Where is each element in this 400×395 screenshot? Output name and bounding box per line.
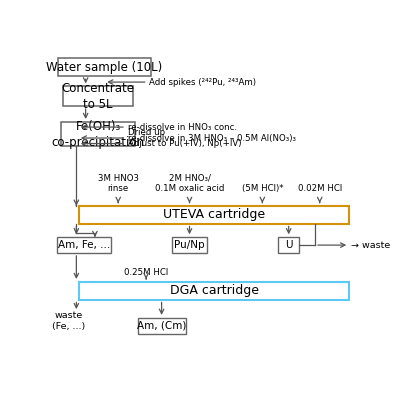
Text: UTEVA cartridge: UTEVA cartridge: [163, 208, 265, 221]
FancyBboxPatch shape: [61, 122, 135, 146]
Text: waste
(Fe, ...): waste (Fe, ...): [52, 311, 85, 331]
Text: 2M HNO₃/
0.1M oxalic acid: 2M HNO₃/ 0.1M oxalic acid: [155, 174, 224, 194]
Text: Water sample (10L): Water sample (10L): [46, 61, 162, 74]
FancyBboxPatch shape: [57, 237, 111, 253]
Text: 3M HNO3
rinse: 3M HNO3 rinse: [98, 174, 139, 194]
FancyBboxPatch shape: [80, 206, 349, 224]
FancyBboxPatch shape: [63, 86, 133, 106]
FancyBboxPatch shape: [80, 282, 349, 299]
Text: U: U: [285, 240, 292, 250]
Text: Pu/Np: Pu/Np: [174, 240, 205, 250]
Text: 0.25M HCl: 0.25M HCl: [124, 268, 168, 277]
FancyBboxPatch shape: [58, 58, 151, 76]
Text: 0.02M HCl: 0.02M HCl: [298, 184, 342, 194]
Text: Am, (Cm): Am, (Cm): [137, 321, 186, 331]
Text: re-dissolve in HNO₃ conc.: re-dissolve in HNO₃ conc.: [128, 122, 236, 132]
Text: Am, Fe, ...: Am, Fe, ...: [58, 240, 110, 250]
FancyBboxPatch shape: [172, 237, 207, 253]
Text: → waste: → waste: [351, 241, 390, 250]
Text: re-dissolve in 3M HNO₃ – 0.5M Al(NO₃)₃: re-dissolve in 3M HNO₃ – 0.5M Al(NO₃)₃: [128, 134, 296, 143]
Text: Fe(OH)₃
co-precipitation: Fe(OH)₃ co-precipitation: [52, 120, 144, 149]
Text: Dried up: Dried up: [128, 128, 165, 137]
FancyBboxPatch shape: [278, 237, 299, 253]
Text: (5M HCl)*: (5M HCl)*: [242, 184, 283, 194]
Text: DGA cartridge: DGA cartridge: [170, 284, 259, 297]
Text: Add spikes (²⁴²Pu, ²⁴³Am): Add spikes (²⁴²Pu, ²⁴³Am): [149, 77, 256, 87]
Text: Concentrate
to 5L: Concentrate to 5L: [62, 81, 134, 111]
FancyBboxPatch shape: [138, 318, 186, 334]
Text: Adjust to Pu(+IV), Np(+IV): Adjust to Pu(+IV), Np(+IV): [128, 139, 241, 148]
